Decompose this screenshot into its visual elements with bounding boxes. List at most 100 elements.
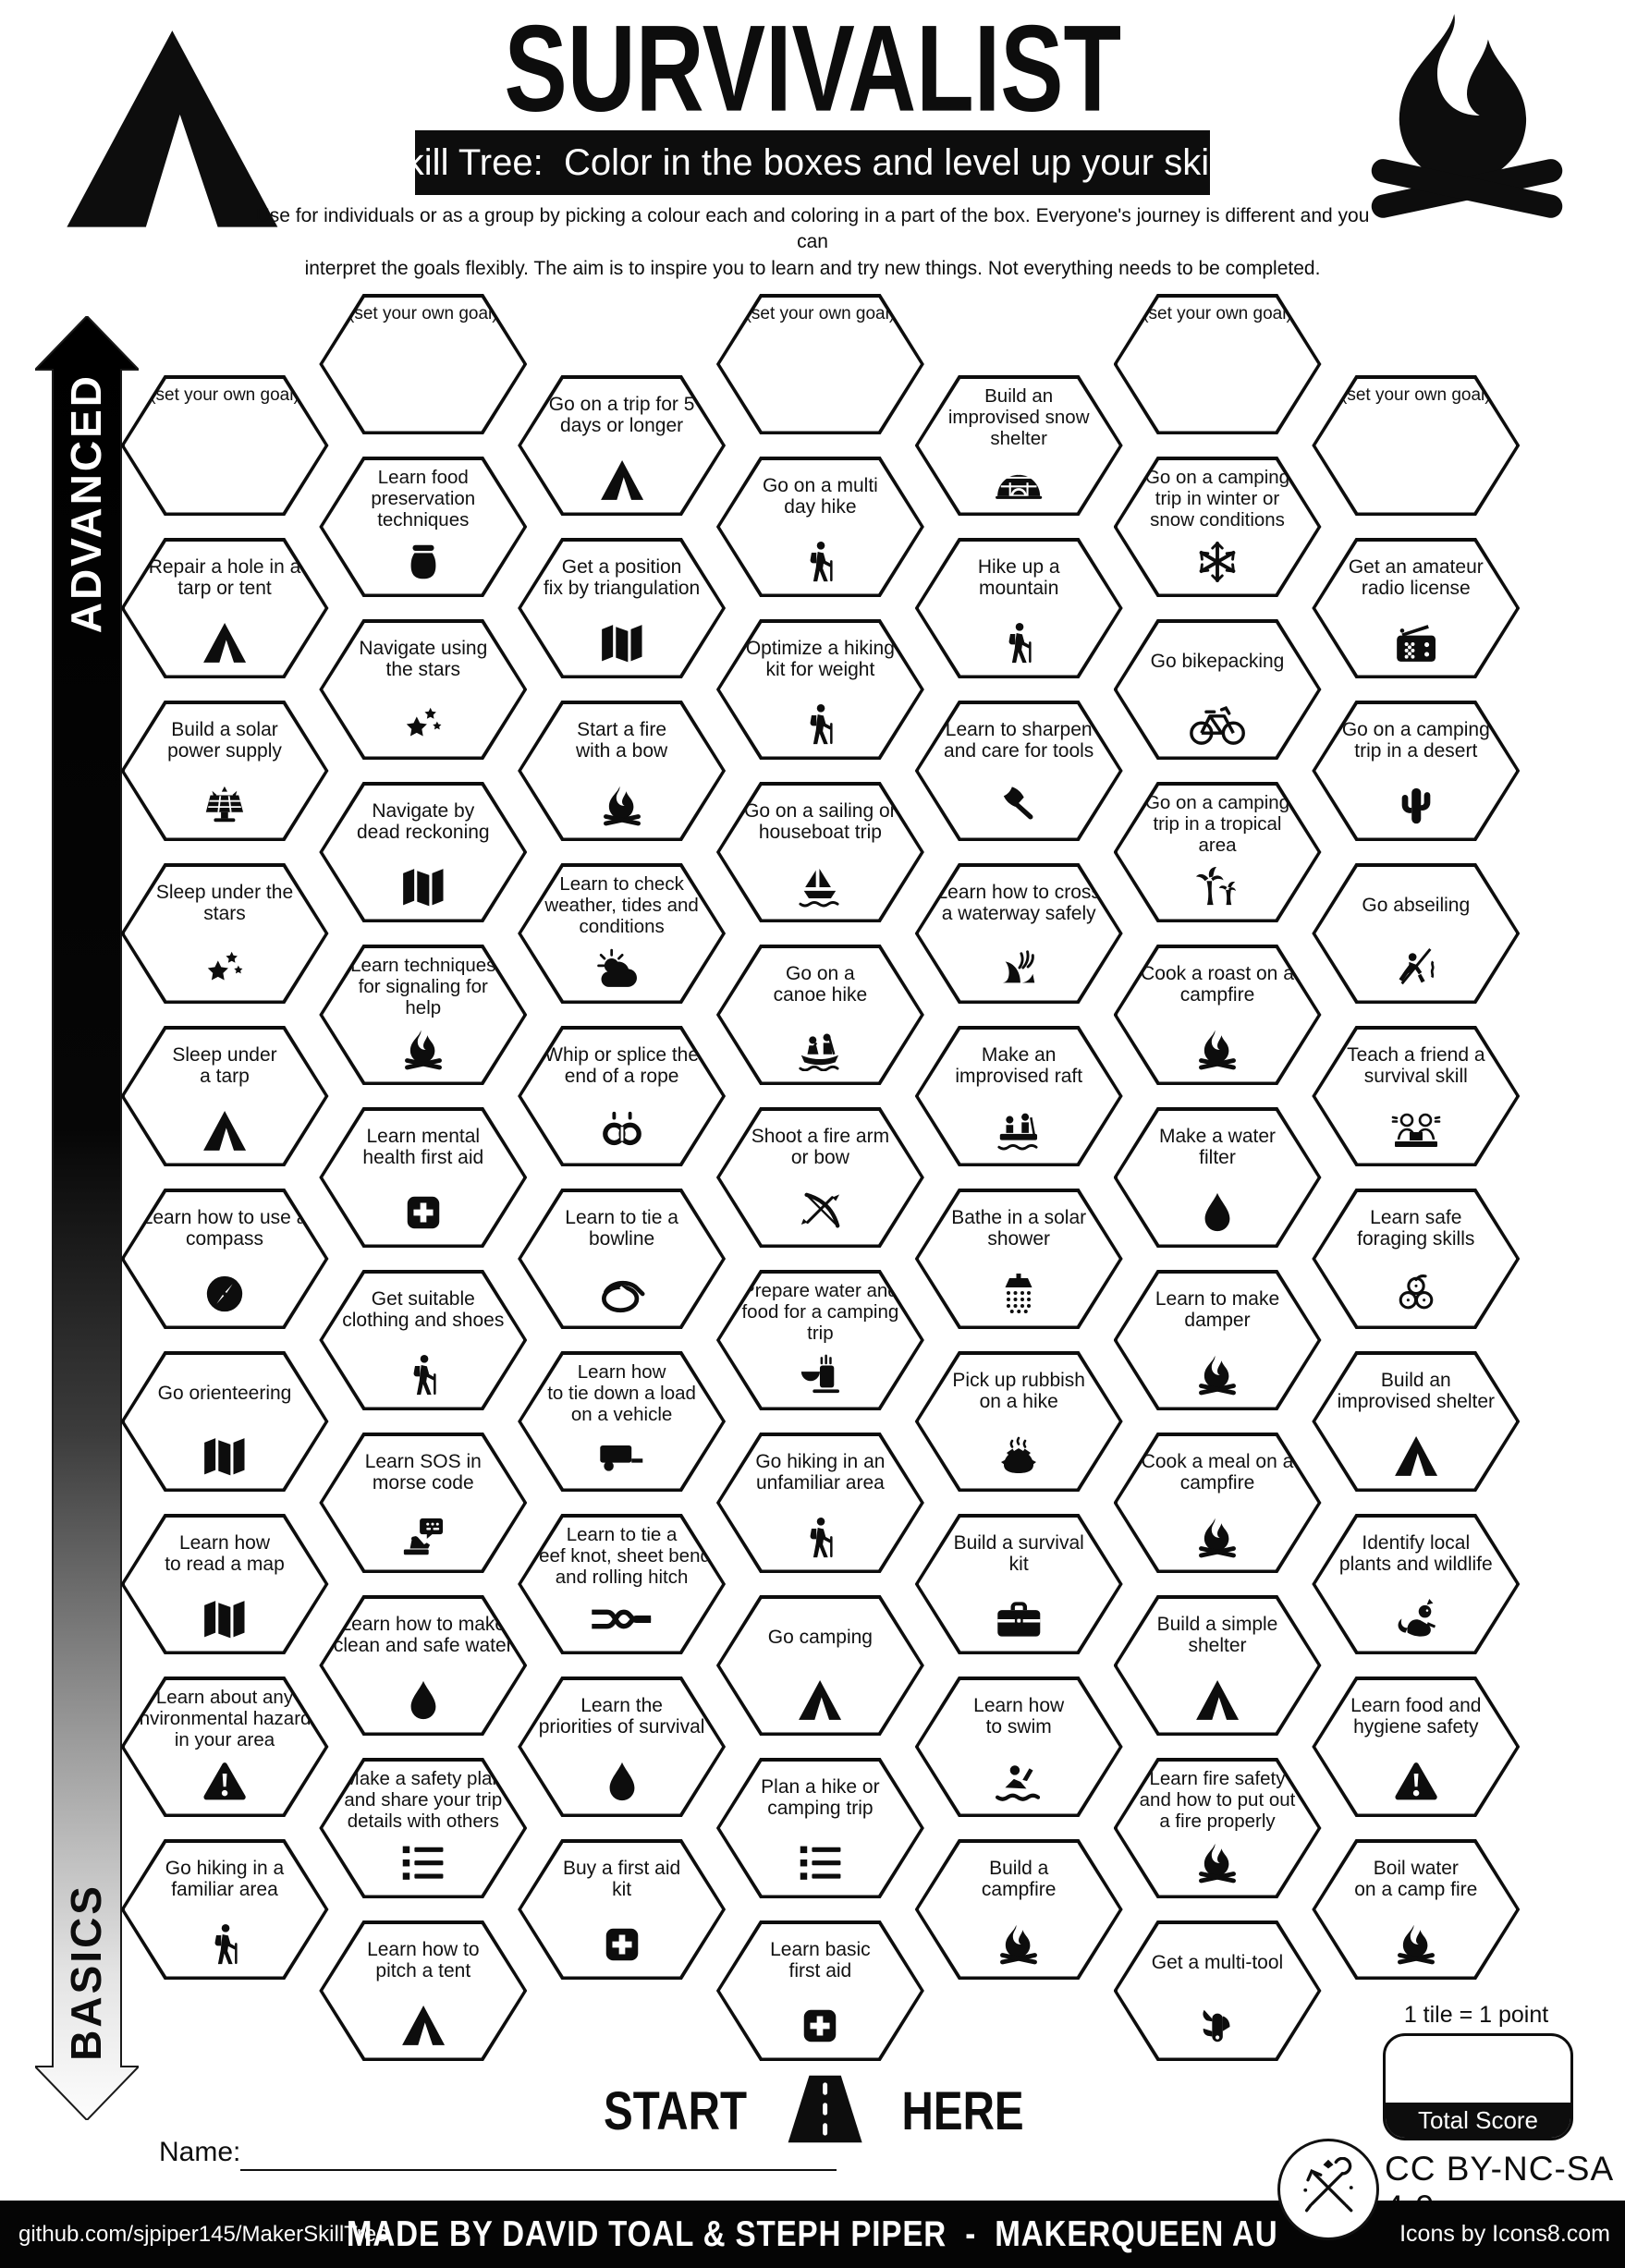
campfire-icon — [601, 785, 643, 827]
name-input-line[interactable] — [240, 2169, 837, 2171]
total-score-label: Total Score — [1386, 2103, 1570, 2138]
hex-tile[interactable]: Navigate by dead reckoning — [319, 782, 528, 922]
hex-tile[interactable]: Go abseiling — [1312, 863, 1521, 1004]
hex-tile[interactable]: (set your own goal) — [319, 294, 528, 434]
hex-tile[interactable]: Go hiking in a familiar area — [120, 1839, 329, 1980]
tent-icon — [1393, 1435, 1439, 1478]
hex-tile[interactable]: Build a simple shelter — [1113, 1595, 1322, 1736]
hex-tile-label: Learn how to use a compass — [141, 1206, 308, 1250]
hex-tile-label: Build a solar power supply — [167, 718, 282, 762]
hex-tile[interactable]: Whip or splice the end of a rope — [518, 1026, 727, 1166]
hex-tile[interactable]: Make a water filter — [1113, 1107, 1322, 1248]
hex-tile[interactable]: Boil water on a camp fire — [1312, 1839, 1521, 1980]
hex-tile[interactable]: Learn about any environmental hazards in… — [120, 1677, 329, 1817]
hex-tile[interactable]: Hike up a mountain — [914, 538, 1123, 678]
hex-tile[interactable]: Learn to tie a bowline — [518, 1189, 727, 1329]
hex-tile[interactable]: Make a safety plan and share your trip d… — [319, 1758, 528, 1898]
hex-tile[interactable]: Learn how to swim — [914, 1677, 1123, 1817]
hex-tile[interactable]: Make an improvised raft — [914, 1026, 1123, 1166]
hex-tile[interactable]: Learn how to tie down a load on a vehicl… — [518, 1351, 727, 1492]
hex-tile[interactable]: Shoot a fire arm or bow — [715, 1107, 924, 1248]
total-score-box[interactable]: Total Score — [1383, 2033, 1573, 2140]
hex-tile[interactable]: Go bikepacking — [1113, 619, 1322, 760]
hex-tile-label: Learn how to swim — [973, 1694, 1065, 1738]
hex-tile[interactable]: Learn basic first aid — [715, 1920, 924, 2061]
hex-tile[interactable]: Bathe in a solar shower — [914, 1189, 1123, 1329]
hex-tile[interactable]: Sleep under a tarp — [120, 1026, 329, 1166]
hex-tile[interactable]: Cook a roast on a campfire — [1113, 945, 1322, 1085]
hex-tile-label: Boil water on a camp fire — [1354, 1857, 1478, 1901]
hex-tile[interactable]: Prepare water and food for a camping tri… — [715, 1270, 924, 1410]
hex-tile[interactable]: Learn how to use a compass — [120, 1189, 329, 1329]
hex-tile-label: Learn techniques for signaling for help — [350, 954, 496, 1019]
hex-tile[interactable]: Learn to check weather, tides and condit… — [518, 863, 727, 1004]
hex-tile[interactable]: Cook a meal on a campfire — [1113, 1433, 1322, 1573]
hex-tile-label: Build an improvised snow shelter — [947, 384, 1090, 450]
hex-tile[interactable]: Go on a trip for 5 days or longer — [518, 375, 727, 516]
hex-tile-label: (set your own goal) — [745, 303, 896, 323]
hex-tile-label: Learn food preservation techniques — [371, 466, 476, 531]
hex-tile[interactable]: Learn how to cross a waterway safely — [914, 863, 1123, 1004]
hex-tile[interactable]: Learn mental health first aid — [319, 1107, 528, 1248]
hex-tile-label: Build a campfire — [981, 1857, 1057, 1901]
hex-tile[interactable]: Optimize a hiking kit for weight — [715, 619, 924, 760]
hex-tile[interactable]: Go on a sailing or houseboat trip — [715, 782, 924, 922]
hex-tile[interactable]: Get an amateur radio license — [1312, 538, 1521, 678]
squirrel-icon — [1392, 1598, 1440, 1640]
hex-tile[interactable]: Learn how to pitch a tent — [319, 1920, 528, 2061]
hex-tile[interactable]: Learn food and hygiene safety — [1312, 1677, 1521, 1817]
hex-tile-label: Learn safe foraging skills — [1357, 1206, 1475, 1250]
hex-tile[interactable]: (set your own goal) — [715, 294, 924, 434]
igloo-icon — [995, 459, 1043, 502]
hex-tile[interactable]: Learn SOS in morse code — [319, 1433, 528, 1573]
footer-icons8-credit[interactable]: Icons by Icons8.com — [1399, 2221, 1610, 2247]
hex-tile[interactable]: (set your own goal) — [1113, 294, 1322, 434]
hex-tile[interactable]: Go on a multi day hike — [715, 457, 924, 597]
hiker-icon — [800, 541, 839, 583]
hex-tile[interactable]: Buy a first aid kit — [518, 1839, 727, 1980]
hex-tile[interactable]: Get suitable clothing and shoes — [319, 1270, 528, 1410]
hex-tile[interactable]: Sleep under the stars — [120, 863, 329, 1004]
hex-tile[interactable]: Repair a hole in a tarp or tent — [120, 538, 329, 678]
water-drop-icon — [1196, 1191, 1239, 1234]
hex-tile[interactable]: Go on a canoe hike — [715, 945, 924, 1085]
hex-tile[interactable]: Learn safe foraging skills — [1312, 1189, 1521, 1329]
footer-github-link[interactable]: github.com/sjpiper145/MakerSkillTree — [18, 2221, 389, 2247]
hex-tile[interactable]: Learn to sharpen and care for tools — [914, 701, 1123, 841]
hex-tile[interactable]: Identify local plants and wildlife — [1312, 1514, 1521, 1654]
hex-tile[interactable]: Learn the priorities of survival — [518, 1677, 727, 1817]
compass-icon — [203, 1273, 246, 1315]
hex-tile[interactable]: Start a fire with a bow — [518, 701, 727, 841]
hex-tile[interactable]: Build an improvised snow shelter — [914, 375, 1123, 516]
hex-tile[interactable]: Go camping — [715, 1595, 924, 1736]
hex-tile[interactable]: Get a position fix by triangulation — [518, 538, 727, 678]
hex-tile[interactable]: Go on a camping trip in a tropical area — [1113, 782, 1322, 922]
hex-tile[interactable]: Build an improvised shelter — [1312, 1351, 1521, 1492]
hex-tile[interactable]: Learn how to make clean and safe water — [319, 1595, 528, 1736]
hex-tile[interactable]: Go on a camping trip in winter or snow c… — [1113, 457, 1322, 597]
hex-tile[interactable]: Build a survival kit — [914, 1514, 1123, 1654]
hex-tile-label: Pick up rubbish on a hike — [952, 1369, 1085, 1413]
hex-tile[interactable]: Go orienteering — [120, 1351, 329, 1492]
hex-tile[interactable]: Pick up rubbish on a hike — [914, 1351, 1123, 1492]
hex-tile-label: Learn how to make clean and safe water — [333, 1613, 513, 1657]
hex-tile[interactable]: Go hiking in an unfamiliar area — [715, 1433, 924, 1573]
hex-tile[interactable]: Learn how to read a map — [120, 1514, 329, 1654]
hex-tile[interactable]: Plan a hike or camping trip — [715, 1758, 924, 1898]
hex-tile[interactable]: Learn to tie a reef knot, sheet bend and… — [518, 1514, 727, 1654]
hex-tile[interactable]: Go on a camping trip in a desert — [1312, 701, 1521, 841]
hex-tile[interactable]: Learn to make damper — [1113, 1270, 1322, 1410]
hex-tile[interactable]: Build a solar power supply — [120, 701, 329, 841]
hex-tile[interactable]: Navigate using the stars — [319, 619, 528, 760]
hex-tile[interactable]: (set your own goal) — [1312, 375, 1521, 516]
hex-tile[interactable]: Get a multi-tool — [1113, 1920, 1322, 2061]
hex-tile[interactable]: Teach a friend a survival skill — [1312, 1026, 1521, 1166]
hex-tile[interactable]: Learn techniques for signaling for help — [319, 945, 528, 1085]
hex-tile[interactable]: Learn food preservation techniques — [319, 457, 528, 597]
hex-tile-label: Bathe in a solar shower — [951, 1206, 1087, 1250]
hex-tile[interactable]: Build a campfire — [914, 1839, 1123, 1980]
page-subtitle: Skill Tree: Color in the boxes and level… — [381, 130, 1244, 195]
hex-tile-label: Sleep under the stars — [155, 881, 294, 925]
hex-tile[interactable]: (set your own goal) — [120, 375, 329, 516]
hex-tile[interactable]: Learn fire safety and how to put out a f… — [1113, 1758, 1322, 1898]
